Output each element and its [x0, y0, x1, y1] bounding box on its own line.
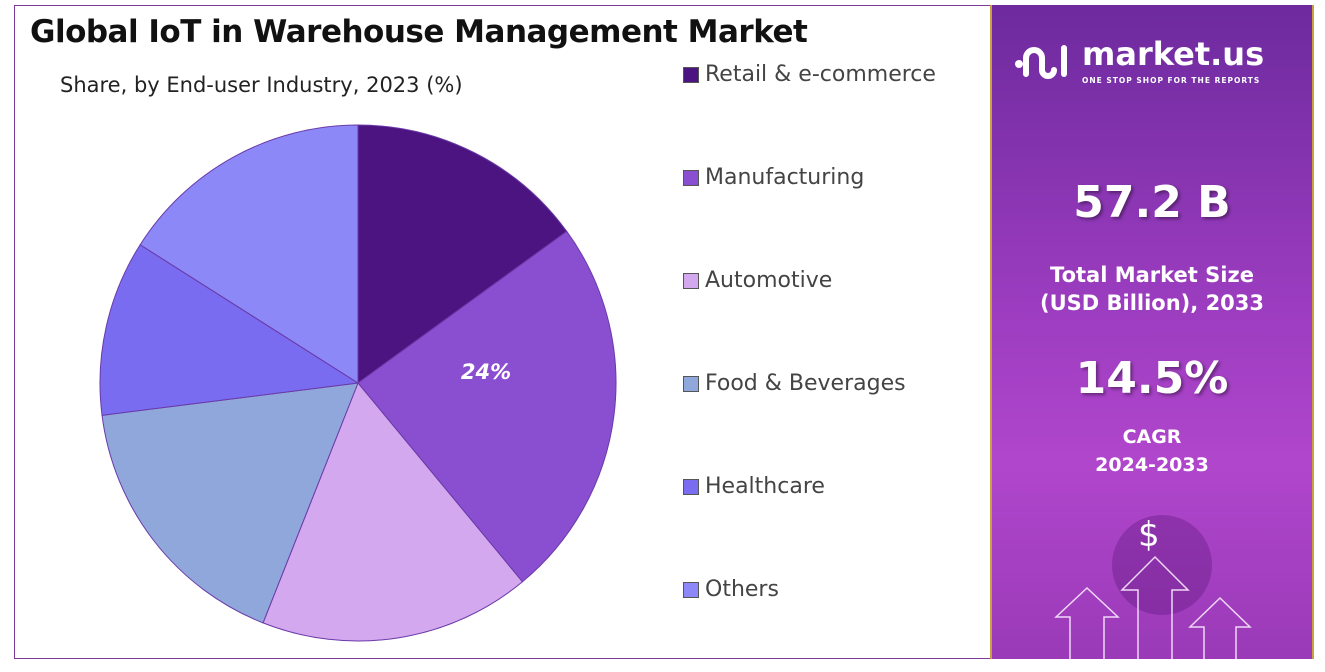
legend-label: Others: [705, 577, 779, 602]
summary-panel: market.us ONE STOP SHOP FOR THE REPORTS …: [990, 5, 1314, 659]
cagr-period: 2024-2033: [1095, 454, 1209, 476]
legend-item: Food & Beverages: [683, 371, 906, 396]
legend-item: Manufacturing: [683, 165, 864, 190]
cagr-label: CAGR: [1122, 426, 1182, 448]
pie-slice-manufacturing: [357, 230, 617, 583]
legend-swatch: [683, 66, 699, 83]
brand-logo: market.us ONE STOP SHOP FOR THE REPORTS: [1014, 35, 1264, 85]
legend-label: Manufacturing: [705, 165, 865, 190]
legend-label: Food & Beverages: [705, 371, 906, 396]
market-size-unit: (USD Billion), 2033: [1039, 291, 1265, 315]
brand-tagline: ONE STOP SHOP FOR THE REPORTS: [1082, 76, 1261, 85]
brand-name: market.us: [1082, 35, 1265, 73]
legend-swatch: [683, 169, 699, 186]
legend-item: Healthcare: [683, 474, 825, 499]
arrows-illustration: [1054, 515, 1252, 659]
cagr-value: 14.5%: [1075, 353, 1229, 404]
legend-item: Automotive: [683, 268, 832, 293]
legend-item: Others: [683, 577, 779, 602]
legend-swatch: [683, 478, 699, 495]
pie-slice-healthcare: [99, 244, 360, 416]
logo-icon: [1015, 45, 1067, 79]
legend-label: Retail & e-commerce: [705, 62, 936, 87]
legend-swatch: [683, 272, 699, 289]
chart-subtitle: Share, by End-user Industry, 2023 (%): [60, 73, 463, 97]
chart-title: Global IoT in Warehouse Management Marke…: [30, 14, 808, 50]
legend-swatch: [683, 581, 699, 598]
pie-slice-others: [139, 124, 359, 384]
pie-slice-automotive: [262, 382, 524, 642]
pie-chart: 24%: [99, 124, 617, 642]
pie-slice-food-beverages: [101, 382, 359, 624]
legend-label: Healthcare: [705, 474, 825, 499]
legend-item: Retail & e-commerce: [683, 62, 936, 87]
market-size-value: 57.2 B: [1073, 177, 1231, 228]
data-label: 24%: [461, 360, 511, 384]
pie-slice-retail-e-commerce: [357, 124, 568, 384]
dollar-icon: $: [1138, 515, 1160, 555]
legend-label: Automotive: [705, 268, 833, 293]
market-size-label: Total Market Size: [1050, 263, 1254, 287]
legend-swatch: [683, 375, 699, 392]
